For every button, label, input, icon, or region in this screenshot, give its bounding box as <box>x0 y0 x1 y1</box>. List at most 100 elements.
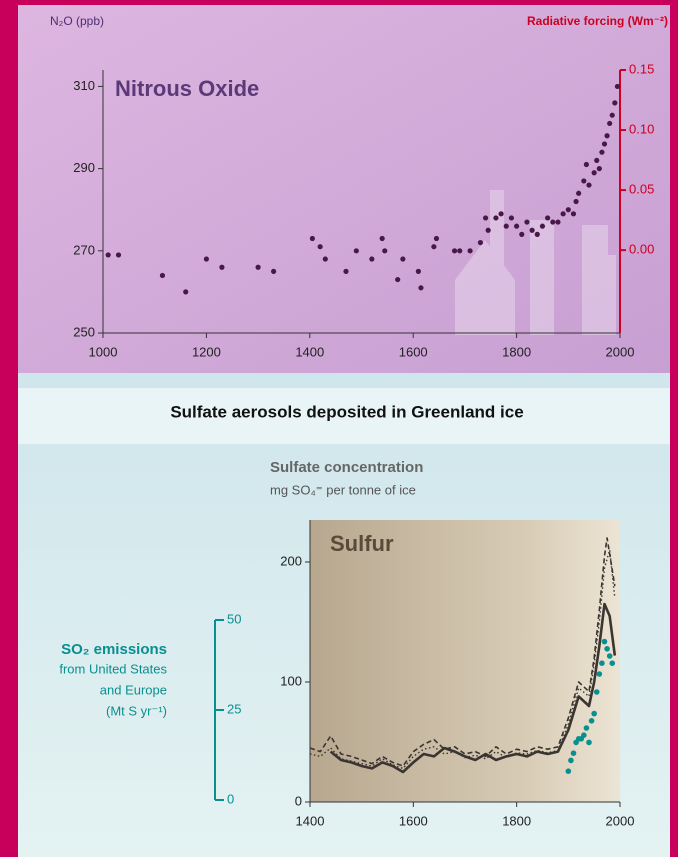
data-point <box>586 739 592 746</box>
data-point <box>570 750 577 756</box>
x-tick-label: 1400 <box>295 344 324 359</box>
data-point <box>105 252 111 258</box>
data-point <box>606 653 613 659</box>
data-line <box>309 537 616 767</box>
y-tick-label: 0 <box>295 793 302 808</box>
data-point <box>586 182 592 188</box>
data-point <box>612 100 618 106</box>
data-point <box>514 223 520 229</box>
data-point <box>219 264 225 270</box>
x-tick-label: 1000 <box>89 344 118 359</box>
y-axis-sublabel: mg SO₄⁼ per tonne of ice <box>270 482 416 497</box>
data-point <box>309 235 315 242</box>
data-point <box>400 256 406 262</box>
x-tick-label: 1600 <box>399 813 428 828</box>
data-point <box>604 133 610 139</box>
heading: Sulfate aerosols deposited in Greenland … <box>170 402 523 421</box>
y2-tick-label: 0.10 <box>629 121 654 136</box>
chart-title: Sulfur <box>330 531 394 556</box>
data-point <box>418 285 424 291</box>
x-tick-label: 2000 <box>606 344 635 359</box>
data-point <box>607 120 613 127</box>
x-tick-label: 2000 <box>606 813 635 828</box>
data-point <box>415 268 421 274</box>
y-tick-label: 100 <box>280 673 302 688</box>
y-tick-label: 310 <box>73 78 95 93</box>
data-point <box>614 83 621 90</box>
y2-tick-label: 0 <box>227 791 234 806</box>
data-point <box>609 112 615 118</box>
data-point <box>596 671 603 677</box>
data-point <box>203 256 209 262</box>
x-tick-label: 1800 <box>502 344 531 359</box>
data-point <box>519 231 525 237</box>
data-point <box>599 149 605 155</box>
data-point <box>457 248 463 254</box>
data-point <box>493 215 499 221</box>
y2-axis-label: (Mt S yr⁻¹) <box>106 703 167 718</box>
data-point <box>255 264 261 270</box>
data-point <box>545 215 551 221</box>
y-tick-label: 250 <box>73 324 95 339</box>
data-point <box>591 170 597 176</box>
data-point <box>159 272 166 279</box>
data-point <box>498 211 504 217</box>
data-point <box>529 227 535 233</box>
y2-axis-label: from United States <box>59 661 167 676</box>
data-point <box>588 718 595 724</box>
y2-tick-label: 0.00 <box>629 242 654 257</box>
x-tick-label: 1600 <box>399 344 428 359</box>
data-point <box>482 215 489 221</box>
x-tick-label: 1200 <box>192 344 221 359</box>
data-point <box>353 248 359 254</box>
heading-band <box>18 388 670 444</box>
data-point <box>581 732 587 738</box>
data-point <box>609 660 616 666</box>
data-point <box>583 725 590 731</box>
data-point <box>604 646 610 652</box>
data-point <box>596 166 602 172</box>
data-point <box>594 157 600 164</box>
data-point <box>560 211 566 217</box>
data-point <box>576 190 582 196</box>
data-point <box>431 244 437 250</box>
y-axis-label: N₂O (ppb) <box>50 14 104 28</box>
data-point <box>451 248 458 254</box>
data-point <box>601 638 608 645</box>
data-point <box>485 227 491 233</box>
data-point <box>322 256 328 262</box>
y-tick-label: 200 <box>280 553 302 568</box>
data-point <box>601 141 608 147</box>
background-buildings <box>455 190 616 335</box>
y2-tick-label: 0.15 <box>629 61 654 76</box>
data-point <box>477 239 484 246</box>
y-tick-label: 290 <box>73 160 95 175</box>
data-point <box>568 757 574 764</box>
data-point <box>581 178 587 184</box>
data-point <box>555 219 561 225</box>
data-point <box>570 211 577 217</box>
data-point <box>524 219 530 225</box>
data-point <box>343 268 349 274</box>
data-point <box>534 231 540 237</box>
data-point <box>565 768 572 774</box>
data-point <box>573 198 579 205</box>
data-point <box>583 161 589 168</box>
y-axis-label: Sulfate concentration <box>270 459 423 476</box>
data-point <box>508 215 515 221</box>
data-line <box>329 602 617 774</box>
data-point <box>565 207 571 213</box>
chart-title: Nitrous Oxide <box>115 76 259 101</box>
data-point <box>395 276 401 283</box>
data-point <box>433 235 440 242</box>
data-point <box>382 248 388 254</box>
y2-axis-label: and Europe <box>100 682 167 697</box>
x-tick-label: 1400 <box>296 813 325 828</box>
data-point <box>379 235 385 242</box>
data-point <box>115 252 122 258</box>
y2-tick-label: 50 <box>227 611 241 626</box>
top-panel <box>18 5 670 373</box>
data-point <box>591 710 597 717</box>
